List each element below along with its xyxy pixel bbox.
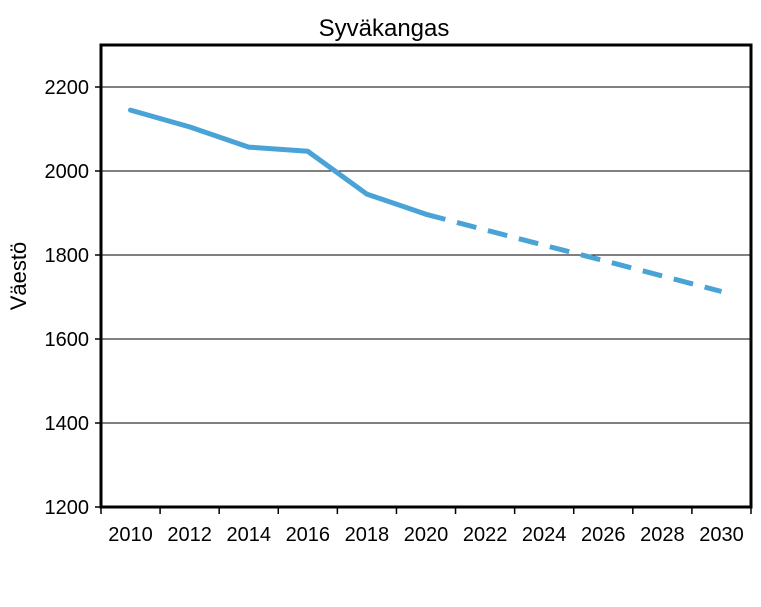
x-tick-label: 2024 [522,524,567,546]
x-tick-label: 2016 [286,524,331,546]
x-tick-label: 2010 [108,524,153,546]
y-tick-label: 1600 [45,329,90,351]
x-tick-label: 2030 [699,524,744,546]
series-line-solid [128,107,429,217]
series-lines [128,107,723,294]
y-tick-label: 1800 [45,245,90,267]
y-tick-label: 1400 [45,413,90,435]
series-line-dashed [425,211,723,294]
x-axis-ticks: 2010 2012 2014 2016 2018 2020 2022 2024 2026 2028… [100,507,752,546]
x-tick-label: 2026 [581,524,626,546]
x-tick-label: 2022 [463,524,508,546]
plot-area-border [99,43,753,509]
x-tick-label: 2014 [226,524,271,546]
y-tick-label: 2200 [45,77,90,99]
y-axis-label: Väestö [6,242,31,311]
gridlines [101,86,751,424]
x-tick-label: 2028 [640,524,685,546]
x-tick-label: 2020 [404,524,449,546]
x-tick-label: 2012 [167,524,212,546]
y-tick-label: 1200 [45,497,90,519]
x-tick-label: 2018 [345,524,390,546]
y-tick-label: 2000 [45,161,90,183]
y-axis-ticks: 1200 1400 1600 1800 2000 2200 [45,77,101,519]
chart-title: Syväkangas [319,15,450,42]
